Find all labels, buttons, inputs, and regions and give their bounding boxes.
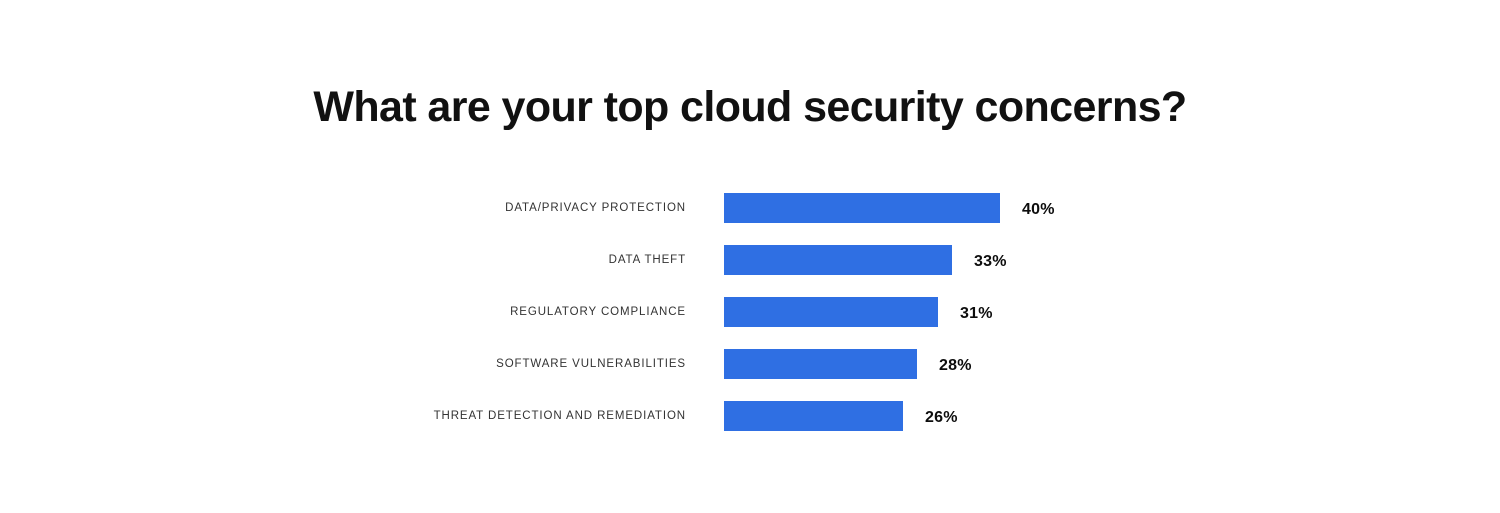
- bar-value-label: 26%: [925, 409, 958, 426]
- bar-segment: [724, 401, 903, 431]
- bar-track: [724, 297, 1424, 327]
- bar-row: THREAT DETECTION AND REMEDIATION 26%: [0, 401, 1500, 431]
- bar-track: [724, 401, 1424, 431]
- bar-value-label: 31%: [960, 305, 993, 322]
- bar-value-label: 40%: [1022, 201, 1055, 218]
- bar-chart-plot-area: DATA/PRIVACY PROTECTION 40% DATA THEFT 3…: [0, 193, 1500, 431]
- category-label: DATA THEFT: [608, 254, 686, 266]
- bar-track: [724, 245, 1424, 275]
- bar-row: DATA/PRIVACY PROTECTION 40%: [0, 193, 1500, 223]
- category-label: SOFTWARE VULNERABILITIES: [496, 358, 686, 370]
- bar-row: SOFTWARE VULNERABILITIES 28%: [0, 349, 1500, 379]
- bar-value-label: 33%: [974, 253, 1007, 270]
- category-label: DATA/PRIVACY PROTECTION: [505, 202, 686, 214]
- bar-value-label: 28%: [939, 357, 972, 374]
- bar-row: REGULATORY COMPLIANCE 31%: [0, 297, 1500, 327]
- chart-title: What are your top cloud security concern…: [313, 83, 1187, 131]
- bar-row: DATA THEFT 33%: [0, 245, 1500, 275]
- bar-segment: [724, 193, 1000, 223]
- bar-segment: [724, 245, 952, 275]
- bar-segment: [724, 349, 917, 379]
- bar-track: [724, 349, 1424, 379]
- bar-segment: [724, 297, 938, 327]
- category-label: THREAT DETECTION AND REMEDIATION: [433, 410, 686, 422]
- category-label: REGULATORY COMPLIANCE: [510, 306, 686, 318]
- bar-track: [724, 193, 1424, 223]
